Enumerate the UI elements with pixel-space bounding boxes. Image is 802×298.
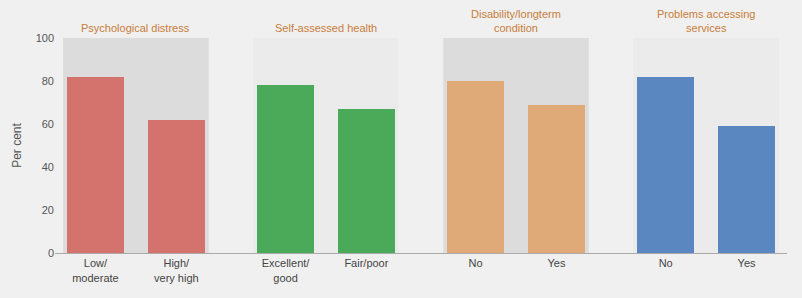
svg-text:Yes: Yes	[548, 257, 566, 269]
svg-text:80: 80	[42, 75, 54, 87]
svg-text:High/very high: High/very high	[154, 257, 199, 283]
svg-text:Psychological distress: Psychological distress	[81, 22, 190, 34]
svg-text:0: 0	[48, 247, 54, 259]
svg-text:No: No	[469, 257, 483, 269]
svg-text:Disability/longtermcondition: Disability/longtermcondition	[471, 8, 561, 34]
svg-text:40: 40	[42, 161, 54, 173]
svg-text:20: 20	[42, 204, 54, 216]
svg-text:Fair/poor: Fair/poor	[344, 257, 388, 269]
svg-text:Yes: Yes	[738, 257, 756, 269]
svg-text:Per cent: Per cent	[10, 122, 24, 167]
svg-text:Self-assessed health: Self-assessed health	[275, 22, 377, 34]
svg-text:60: 60	[42, 118, 54, 130]
svg-text:Problems accessingservices: Problems accessingservices	[657, 8, 755, 34]
svg-text:No: No	[659, 257, 673, 269]
svg-text:Excellent/good: Excellent/good	[262, 257, 311, 283]
svg-text:100: 100	[36, 32, 54, 44]
svg-text:Low/moderate: Low/moderate	[72, 257, 118, 283]
